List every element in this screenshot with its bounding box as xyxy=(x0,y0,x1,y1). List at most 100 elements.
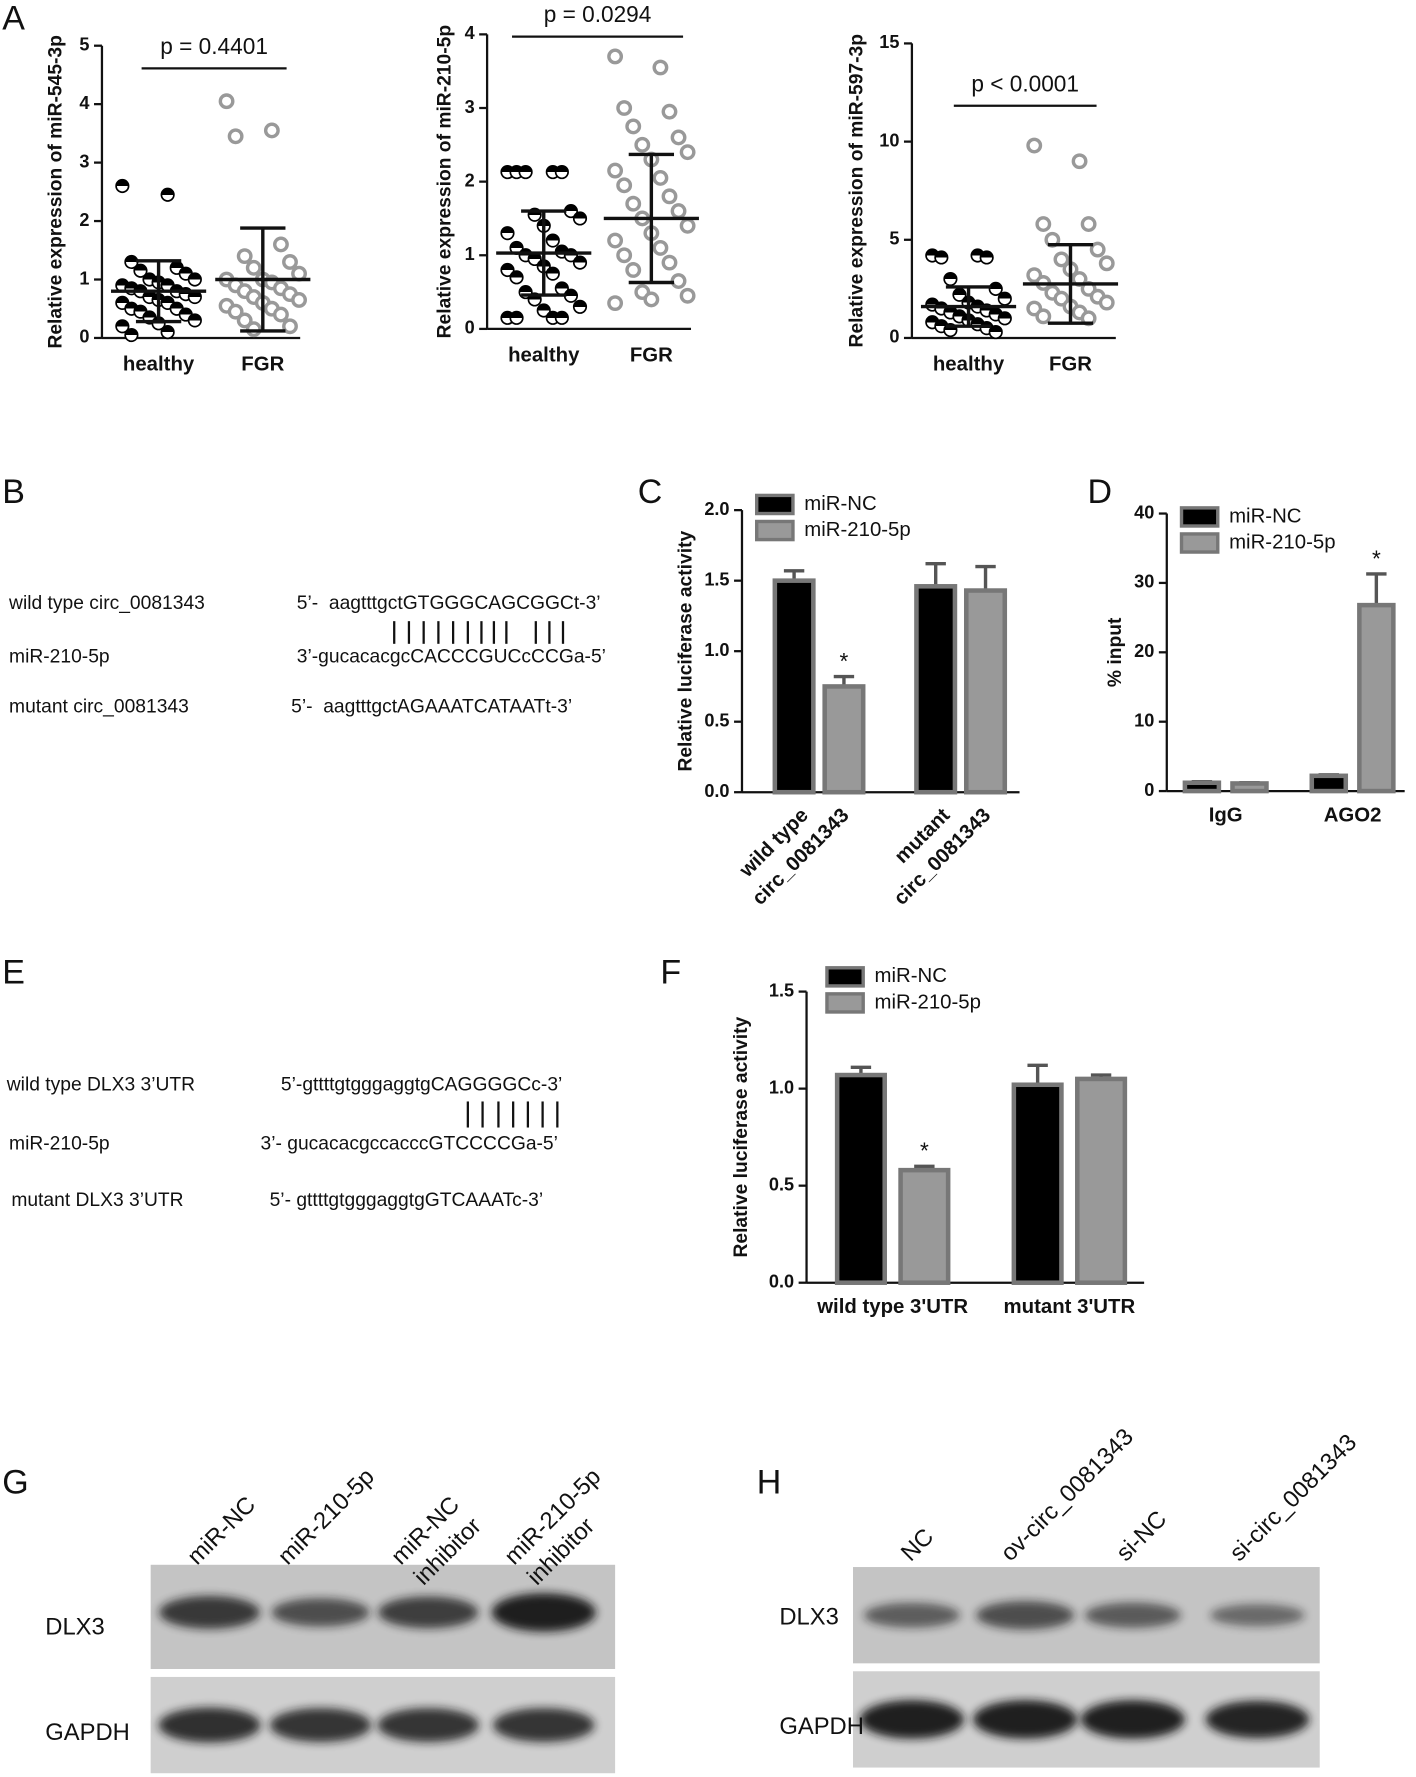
protein-band xyxy=(377,1708,479,1743)
legend-swatch xyxy=(1179,532,1220,554)
data-point xyxy=(115,178,130,194)
bar xyxy=(1182,780,1222,794)
y-tick-label: 1.5 xyxy=(769,980,794,1000)
data-point xyxy=(679,287,696,304)
data-point xyxy=(988,281,1003,296)
data-point xyxy=(670,273,687,289)
sequence: 3’-gucacacgcCACCCGUCcCCGa-5’ xyxy=(297,646,606,667)
x-tick-label: healthy xyxy=(508,344,580,366)
y-tick-label: 4 xyxy=(465,23,475,43)
sequence-name: wild type DLX3 3’UTR xyxy=(6,1075,195,1096)
sequence-name: miR-210-5p xyxy=(9,1134,110,1155)
data-point xyxy=(670,203,687,220)
y-axis-label: Relative luciferase activity xyxy=(731,1016,752,1257)
data-point xyxy=(263,122,280,139)
data-point xyxy=(652,59,669,76)
y-tick-label: 0.0 xyxy=(704,781,729,801)
protein-band xyxy=(1084,1602,1181,1628)
protein-band xyxy=(269,1708,372,1743)
protein-band xyxy=(976,1601,1075,1630)
y-tick-label: 2 xyxy=(465,170,475,190)
legend-swatch xyxy=(1179,506,1220,528)
y-tick-label: 0.5 xyxy=(769,1174,794,1194)
data-point xyxy=(652,170,669,186)
data-point xyxy=(509,310,524,325)
data-point xyxy=(554,164,569,180)
bar xyxy=(1357,602,1396,794)
data-point xyxy=(554,310,569,325)
y-tick-label: 1.0 xyxy=(769,1077,794,1097)
data-point xyxy=(670,129,687,146)
x-tick-label: FGR xyxy=(630,344,673,366)
protein-band xyxy=(271,1598,370,1627)
y-tick-label: 0 xyxy=(465,318,475,338)
data-point xyxy=(997,291,1012,306)
chart: 0 10 20 30 40 % input IgG AGO2 miR-NC * miR-210-5p xyxy=(1105,502,1405,826)
p-value: p < 0.0001 xyxy=(971,70,1079,96)
y-tick-label: 5 xyxy=(79,34,89,54)
chart: 0.0 0.5 1.0 1.5 2.0 Relative luciferase activ… xyxy=(676,493,1020,910)
chart: 0 1 2 3 4 5 Relative expression of miR-545-3p h… xyxy=(46,33,311,376)
chart: 0.0 0.5 1.0 1.5 Relative luciferase activity… xyxy=(731,965,1145,1318)
y-tick-label: 3 xyxy=(79,151,89,171)
data-point xyxy=(291,292,307,308)
y-tick-label: 0.0 xyxy=(769,1271,794,1291)
y-tick-label: 1 xyxy=(465,244,475,264)
x-tick-label: FGR xyxy=(241,354,284,376)
data-point xyxy=(245,259,262,276)
x-tick-label: healthy xyxy=(123,354,195,376)
legend-swatch xyxy=(755,519,795,542)
data-point xyxy=(545,233,560,248)
y-tick-label: 0 xyxy=(79,327,89,347)
lane-label: si-circ_0081343 xyxy=(1224,1429,1362,1567)
data-point xyxy=(1080,216,1097,233)
chart: 0 1 2 3 4 Relative expression of miR-210-5p he… xyxy=(434,1,699,366)
sequence: 5’- gttttgtgggaggtgGTCAAATc-3’ xyxy=(270,1190,544,1211)
sequence-name: mutant circ_0081343 xyxy=(9,696,189,717)
protein-band xyxy=(378,1596,479,1629)
x-tick-label: wild type 3'UTR xyxy=(816,1296,968,1318)
data-point xyxy=(625,262,642,278)
protein-label: GAPDH xyxy=(779,1713,864,1740)
data-point xyxy=(500,226,515,241)
y-tick-label: 2 xyxy=(79,210,89,230)
data-point xyxy=(1098,255,1115,272)
legend-swatch xyxy=(755,493,795,516)
legend-label: miR-NC xyxy=(1229,505,1301,527)
protein-label: DLX3 xyxy=(45,1613,104,1640)
panel-letter: H xyxy=(757,1463,782,1501)
protein-band xyxy=(492,1708,595,1743)
legend-label: miR-210-5p xyxy=(1229,531,1335,553)
data-point xyxy=(572,211,588,226)
legend-label: miR-NC xyxy=(804,493,876,515)
significance-star: * xyxy=(920,1138,929,1164)
protein-band xyxy=(491,1593,596,1632)
bar xyxy=(1230,781,1269,794)
data-point xyxy=(661,188,678,205)
y-axis-label: Relative expression of miR-210-5p xyxy=(434,25,455,338)
y-tick-label: 3 xyxy=(465,97,475,117)
data-point xyxy=(1026,137,1043,154)
bar xyxy=(964,588,1008,795)
lane-label: si-NC xyxy=(1111,1506,1172,1567)
data-point xyxy=(616,177,633,194)
y-axis-label: % input xyxy=(1105,617,1126,687)
data-point xyxy=(500,262,515,278)
bar xyxy=(834,1072,887,1285)
data-point xyxy=(616,100,633,116)
protein-band xyxy=(863,1602,960,1628)
data-point xyxy=(545,266,560,281)
data-point xyxy=(661,103,678,120)
data-point xyxy=(607,162,624,179)
x-tick-label: AGO2 xyxy=(1324,804,1382,826)
data-point xyxy=(1071,153,1088,170)
y-tick-label: 10 xyxy=(1134,710,1154,730)
lane-label: miR-NC xyxy=(182,1491,261,1570)
data-point xyxy=(236,248,253,265)
data-point xyxy=(227,303,244,320)
protein-band xyxy=(859,1700,965,1739)
x-tick-label: FGR xyxy=(1049,354,1092,376)
data-point xyxy=(934,250,949,265)
